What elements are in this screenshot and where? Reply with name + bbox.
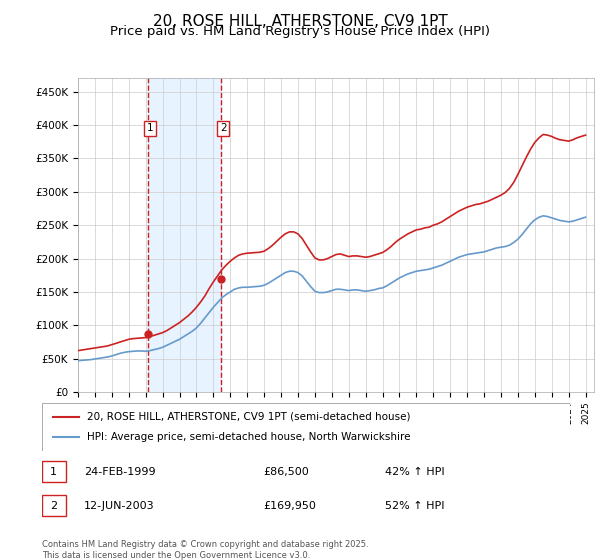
Text: 2: 2 [220, 123, 227, 133]
Text: Contains HM Land Registry data © Crown copyright and database right 2025.
This d: Contains HM Land Registry data © Crown c… [42, 540, 368, 560]
Text: 42% ↑ HPI: 42% ↑ HPI [385, 466, 445, 477]
FancyBboxPatch shape [42, 461, 66, 482]
Text: 20, ROSE HILL, ATHERSTONE, CV9 1PT: 20, ROSE HILL, ATHERSTONE, CV9 1PT [152, 14, 448, 29]
Text: 12-JUN-2003: 12-JUN-2003 [84, 501, 155, 511]
Text: HPI: Average price, semi-detached house, North Warwickshire: HPI: Average price, semi-detached house,… [87, 432, 410, 442]
FancyBboxPatch shape [42, 403, 570, 451]
Bar [148, 78, 221, 392]
FancyBboxPatch shape [42, 495, 66, 516]
Text: 1: 1 [147, 123, 154, 133]
Text: £169,950: £169,950 [264, 501, 317, 511]
Text: Price paid vs. HM Land Registry's House Price Index (HPI): Price paid vs. HM Land Registry's House … [110, 25, 490, 38]
Text: 1: 1 [50, 466, 57, 477]
Text: 52% ↑ HPI: 52% ↑ HPI [385, 501, 445, 511]
Text: 20, ROSE HILL, ATHERSTONE, CV9 1PT (semi-detached house): 20, ROSE HILL, ATHERSTONE, CV9 1PT (semi… [87, 412, 410, 422]
Text: £86,500: £86,500 [264, 466, 310, 477]
Text: 2: 2 [50, 501, 57, 511]
Text: 24-FEB-1999: 24-FEB-1999 [84, 466, 156, 477]
